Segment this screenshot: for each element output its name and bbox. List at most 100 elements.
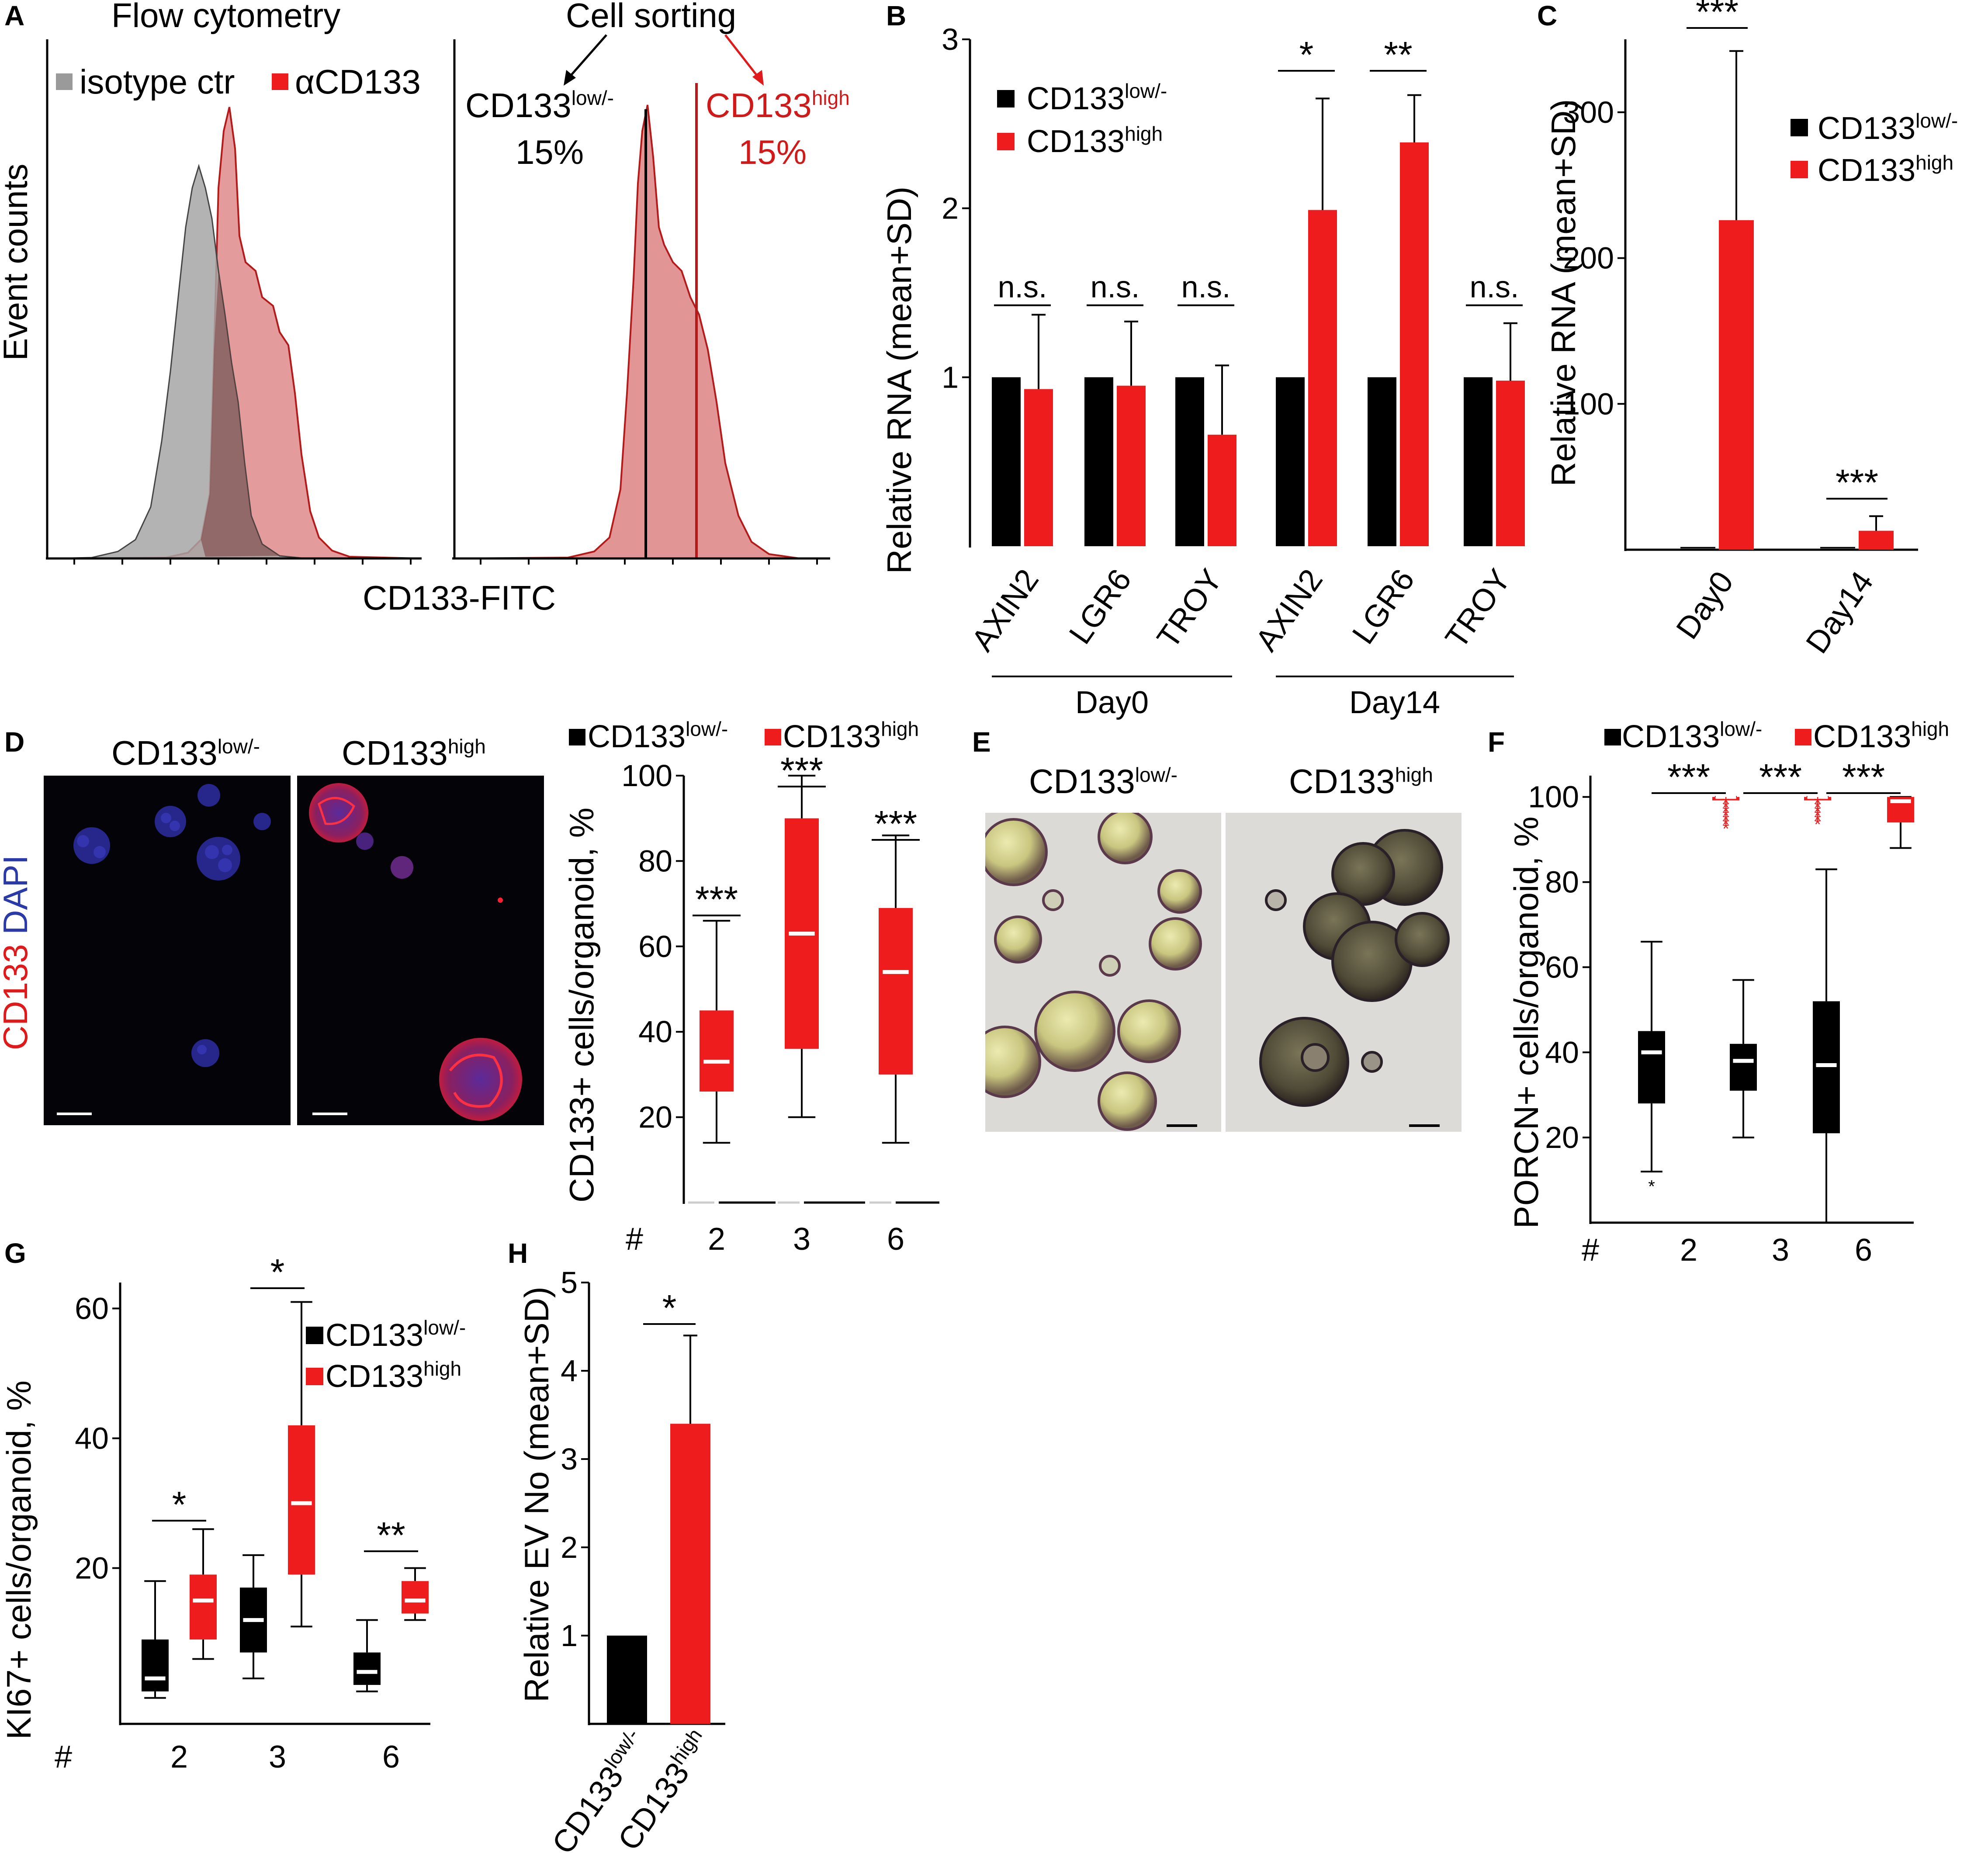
b-legend-swatch-low: [997, 90, 1015, 107]
f-significance-label: ***: [1842, 756, 1885, 797]
f-box: [1730, 1043, 1757, 1091]
b-y-tick-label: 3: [942, 22, 959, 56]
b-group-label-day0: Day0: [1075, 685, 1149, 720]
g-x-tick-label: 3: [269, 1740, 286, 1775]
f-outlier: *: [1814, 798, 1821, 817]
d-hash: #: [626, 1222, 643, 1257]
c-legend-low-base: CD133: [1818, 111, 1915, 146]
panel-b: B Relative RNA (mean+SD) CD133low/- CD13…: [880, 0, 1525, 720]
c-bar-low: [1680, 547, 1715, 548]
h-y-tick-label: 5: [561, 1265, 578, 1300]
b-bar-high: [1117, 385, 1146, 546]
b-significance-label: n.s.: [1091, 270, 1140, 304]
b-plot: 1 2 3 n.s. AXIN2 n.s. LGR6 n.s. TROY * AXIN2 ** LGR6…: [942, 22, 1525, 658]
f-outlier: *: [1814, 802, 1821, 822]
legend-label-isotype: isotype ctr: [80, 62, 235, 101]
panel-c: C Relative RNA (mean+SD) CD133low/- CD13…: [1537, 0, 1958, 660]
f-outlier: *: [1722, 811, 1729, 830]
b-x-tick-label: AXIN2: [1249, 563, 1330, 657]
c-bar-high: [1719, 220, 1754, 550]
b-bar-low: [1368, 377, 1396, 546]
f-box: [1813, 1001, 1840, 1134]
h-significance-label: *: [662, 1287, 677, 1328]
g-legend-swatch-high: [306, 1368, 323, 1385]
b-significance-label: **: [1384, 34, 1412, 75]
histogram-overlap: [201, 271, 280, 557]
panel-letter-g: G: [4, 1238, 26, 1269]
arrow-low: [567, 34, 607, 80]
b-legend-high: CD133high: [1027, 122, 1163, 159]
d-y-tick-label: 20: [638, 1100, 672, 1134]
f-outlier: *: [1814, 794, 1821, 813]
c-legend: CD133low/- CD133high: [1791, 109, 1958, 188]
d-micrograph-high: [297, 776, 544, 1125]
c-x-tick-label: Day0: [1669, 565, 1740, 645]
c-legend-swatch-low: [1791, 119, 1808, 136]
f-x-tick-label: 2: [1680, 1233, 1697, 1268]
gate-low-sup: low/-: [571, 87, 614, 109]
g-hash: #: [55, 1740, 72, 1775]
f-legend-low: CD133low/-: [1622, 718, 1762, 754]
f-outlier: *: [1814, 815, 1821, 834]
legend-swatch-isotype: [56, 73, 73, 90]
b-x-tick-label: LGR6: [1063, 563, 1138, 650]
h-y-tick-label: 1: [561, 1619, 578, 1653]
panel-letter-a: A: [4, 0, 24, 31]
b-y-axis-label: Relative RNA (mean+SD): [880, 187, 918, 574]
b-legend-swatch-high: [997, 133, 1015, 150]
g-box: [190, 1574, 217, 1640]
b-significance-label: n.s.: [1181, 270, 1231, 304]
c-legend-high: CD133high: [1818, 151, 1953, 188]
panel-g: G CD133low/- CD133high KI67+ cells/organ…: [0, 1238, 466, 1775]
d-stain-label: CD133 DAPI: [0, 855, 35, 1050]
d-legend: CD133low/- CD133high: [569, 718, 919, 754]
g-y-axis-label: KI67+ cells/organoid, %: [0, 1380, 38, 1740]
b-bar-high: [1496, 381, 1525, 546]
f-y-tick-label: 60: [1545, 950, 1579, 984]
d-box: [879, 908, 913, 1075]
d-micrograph-low: [44, 776, 291, 1125]
b-significance-label: n.s.: [998, 270, 1047, 304]
b-y-tick-label: 1: [942, 360, 959, 394]
c-bar-low: [1820, 547, 1855, 548]
f-y-tick-label: 40: [1545, 1035, 1579, 1069]
f-significance-label: ***: [1667, 756, 1710, 797]
c-y-tick-label: 300: [1563, 95, 1614, 129]
histogram-flow-cytometry: [46, 39, 422, 560]
d-legend-high-sup: high: [881, 718, 919, 740]
d-y-tick-label: 40: [638, 1015, 672, 1049]
gate-low-percent: 15%: [516, 133, 584, 171]
panel-letter-b: B: [886, 0, 906, 31]
f-x-tick-label: 3: [1772, 1233, 1789, 1268]
g-plot: 20 40 60 2 * 3 * 6 **: [75, 1251, 430, 1775]
histogram-sorted: [457, 104, 800, 559]
f-y-axis-label: PORCN+ cells/organoid, %: [1507, 817, 1545, 1229]
d-image-right-sup: high: [448, 735, 486, 758]
d-image-left-title: CD133low/-: [111, 734, 260, 772]
panel-d: D CD133low/- CD133high CD133 DAPI: [0, 718, 939, 1257]
d-stain-blue: DAPI: [0, 855, 35, 935]
g-legend-high: CD133high: [326, 1357, 461, 1394]
f-hash: #: [1582, 1233, 1599, 1268]
g-significance-label: *: [270, 1251, 285, 1293]
g-x-tick-label: 2: [170, 1740, 188, 1775]
f-legend-low-sup: low/-: [1720, 718, 1762, 740]
e-image-right-title: CD133high: [1289, 762, 1433, 801]
g-legend: CD133low/- CD133high: [306, 1316, 466, 1394]
d-y-tick-label: 100: [621, 759, 672, 793]
b-group-label-day14: Day14: [1349, 685, 1440, 720]
b-significance-label: n.s.: [1470, 270, 1519, 304]
f-outlier: *: [1722, 802, 1729, 822]
d-stain-red: CD133: [0, 944, 35, 1050]
g-y-tick-label: 20: [75, 1551, 109, 1585]
e-scale-bar-right: [1409, 1124, 1440, 1127]
f-outlier: *: [1722, 798, 1729, 817]
b-bar-low: [1276, 377, 1305, 546]
f-legend-high-sup: high: [1911, 718, 1949, 740]
b-legend-low-base: CD133: [1027, 81, 1125, 116]
b-legend-low-sup: low/-: [1125, 80, 1167, 102]
c-x-tick-label: Day14: [1799, 565, 1880, 659]
g-x-tick-label: 6: [382, 1740, 400, 1775]
